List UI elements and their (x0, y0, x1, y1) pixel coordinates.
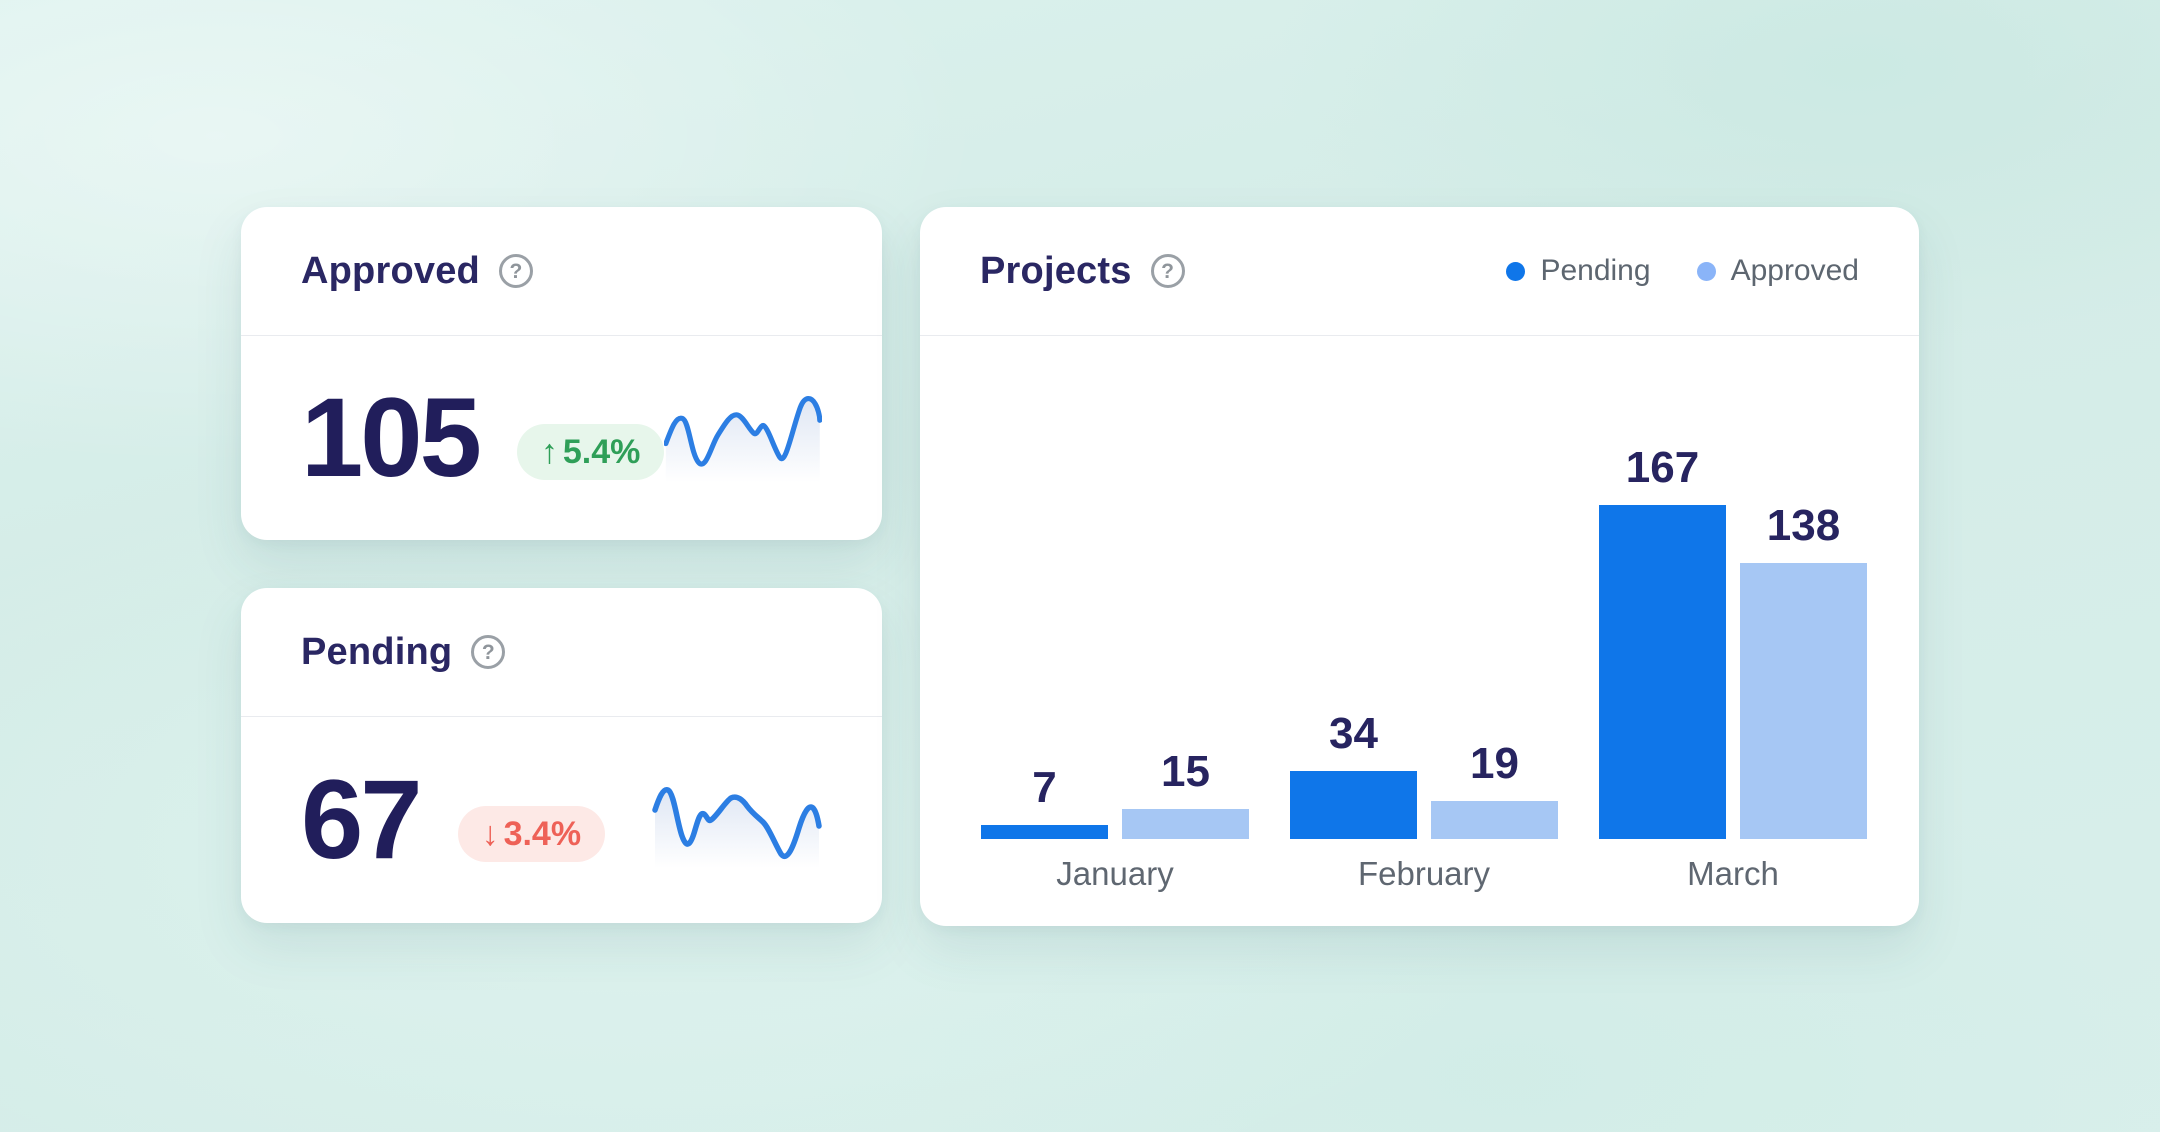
chart-bars: 7 15 34 19 167 138 (920, 336, 1919, 839)
bar-column-approved-march: 138 (1740, 504, 1867, 839)
help-icon[interactable]: ? (498, 254, 533, 288)
help-icon[interactable]: ? (471, 635, 506, 669)
approved-card-body: 105 ↑ 5.4% (241, 336, 882, 540)
projects-card-title: Projects (980, 249, 1132, 292)
bar-group-january: 7 15 (981, 750, 1249, 839)
pending-sparkline (652, 787, 822, 868)
bar-approved-march (1740, 563, 1867, 839)
approved-delta-badge: ↑ 5.4% (516, 424, 665, 480)
bar-value-label: 34 (1329, 709, 1378, 758)
approved-sparkline-fill (666, 398, 821, 483)
approved-legend-dot-icon (1696, 261, 1716, 281)
bar-value-label: 167 (1625, 443, 1700, 492)
legend-label-pending: Pending (1540, 254, 1651, 287)
approved-value: 105 (301, 375, 482, 500)
divider (920, 335, 1919, 336)
bar-column-approved-january: 15 (1122, 750, 1249, 839)
bar-value-label: 138 (1766, 501, 1841, 550)
pending-sparkline-fill (655, 789, 819, 868)
pending-value: 67 (301, 757, 423, 882)
month-label-february: February (1357, 855, 1491, 892)
bar-value-label: 19 (1470, 739, 1519, 788)
chart-month-labels: January February March (920, 855, 1919, 893)
bar-column-approved-february: 19 (1431, 742, 1558, 839)
month-label-january: January (1056, 855, 1174, 892)
approved-card: Approved ? 105 ↑ 5.4% (241, 207, 882, 540)
pending-sparkline-line (652, 787, 822, 859)
bar-approved-february (1431, 801, 1558, 839)
approved-card-title: Approved (301, 249, 480, 292)
projects-card: Projects ? Pending Approved 7 15 34 19 167 13… (920, 207, 1919, 926)
approved-delta-value: 5.4% (562, 433, 641, 471)
arrow-up-icon: ↑ (540, 433, 558, 471)
legend-item-pending[interactable]: Pending (1506, 254, 1651, 288)
legend-label-approved: Approved (1730, 254, 1859, 287)
bar-group-february: 34 19 (1290, 712, 1558, 839)
bar-pending-march (1599, 505, 1726, 839)
pending-card-body: 67 ↓ 3.4% (241, 717, 882, 923)
projects-bar-chart: 7 15 34 19 167 138 January February March (920, 336, 1919, 926)
bar-column-pending-march: 167 (1599, 446, 1726, 839)
divider (241, 335, 882, 336)
pending-card: Pending ? 67 ↓ 3.4% (241, 588, 882, 923)
chart-legend: Pending Approved (1506, 254, 1859, 288)
arrow-down-icon: ↓ (481, 815, 499, 853)
bar-value-label: 7 (1032, 763, 1057, 812)
bar-pending-february (1290, 771, 1417, 839)
approved-sparkline (664, 396, 822, 483)
approved-sparkline-line (664, 396, 822, 467)
pending-legend-dot-icon (1506, 261, 1526, 281)
pending-delta-badge: ↓ 3.4% (457, 806, 606, 862)
bar-column-pending-february: 34 (1290, 712, 1417, 839)
month-label-march: March (1687, 855, 1779, 892)
approved-card-header: Approved ? (241, 207, 882, 335)
help-icon[interactable]: ? (1150, 254, 1185, 288)
divider (241, 716, 882, 717)
bar-approved-january (1122, 809, 1249, 839)
bar-column-pending-january: 7 (981, 766, 1108, 839)
bar-pending-january (981, 825, 1108, 839)
projects-card-header: Projects ? Pending Approved (920, 207, 1919, 335)
pending-card-title: Pending (301, 630, 453, 673)
bar-group-march: 167 138 (1599, 446, 1867, 839)
bar-value-label: 15 (1161, 747, 1210, 796)
pending-card-header: Pending ? (241, 588, 882, 716)
pending-delta-value: 3.4% (503, 815, 582, 853)
legend-item-approved[interactable]: Approved (1696, 254, 1859, 288)
